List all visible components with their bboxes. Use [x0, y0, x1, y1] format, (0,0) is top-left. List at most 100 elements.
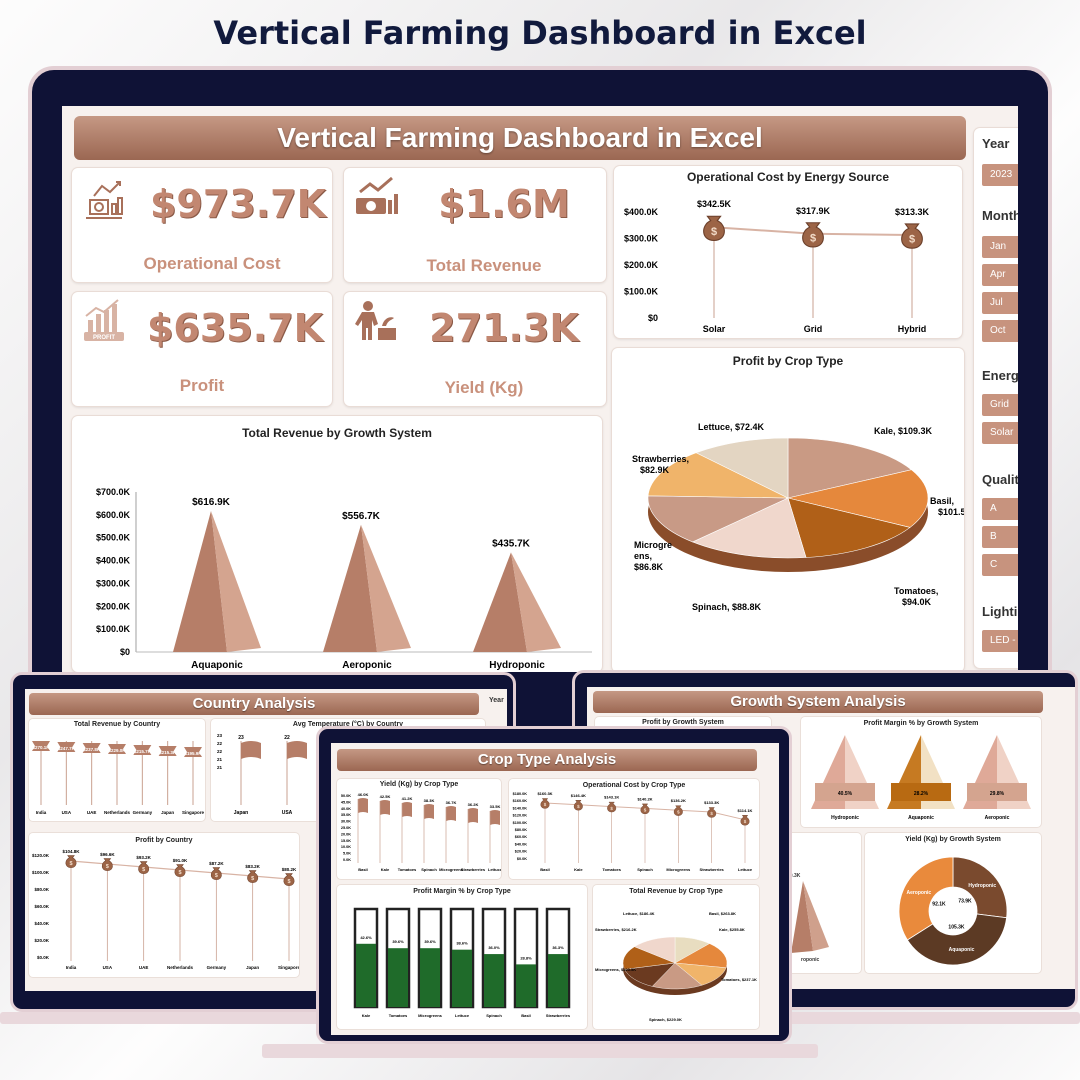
y-tick-label: $200.0K	[96, 601, 131, 611]
x-tick-label: Spinach	[421, 867, 437, 872]
pie-slice-tomatoes	[787, 497, 911, 558]
pyramid-right-face	[211, 510, 261, 652]
y-tick-label: 22	[217, 741, 223, 746]
money-bag-marker: $	[607, 801, 617, 813]
x-tick-label: Aquaponic	[908, 815, 934, 821]
y-tick-label: $80.0K	[515, 828, 528, 832]
slicer-title-lighting: Lighting	[982, 604, 1018, 619]
y-tick-label: 15.0K	[341, 839, 351, 843]
data-label: $133.3K	[704, 800, 719, 805]
crop-margin-chart: Profit Margin % by Crop Type 42.6% Kale 39…	[337, 885, 587, 1029]
svg-text:$: $	[251, 876, 254, 882]
x-tick-label: Hydroponic	[489, 660, 545, 671]
kpi-card-yield: 271.3K Yield (Kg)	[344, 292, 606, 406]
pyramid-left-face	[473, 552, 527, 652]
slicer-quality-c[interactable]: C	[982, 554, 1018, 576]
data-label: 28.2%	[914, 791, 929, 797]
slicer-month-apr[interactable]: Apr	[982, 264, 1018, 286]
farmer-icon	[355, 301, 396, 340]
slicer-year-2023[interactable]: 2023	[982, 164, 1018, 186]
svg-text:$: $	[142, 867, 145, 873]
chart-title: Operational Cost by Energy Source	[686, 170, 890, 184]
y-tick-label: $100.0K	[624, 287, 659, 297]
slicer-energy-grid[interactable]: Grid	[982, 394, 1018, 416]
slicer-quality-a[interactable]: A	[982, 498, 1018, 520]
data-label: 42.6%	[360, 935, 372, 940]
donut-value: 92.1K	[932, 901, 946, 907]
slice-label: Microgre	[634, 540, 672, 550]
data-label: 38.3K	[424, 798, 435, 803]
y-tick-label: $60.0K	[515, 835, 528, 839]
x-tick-label: USA	[103, 965, 113, 970]
money-bag-marker: $	[101, 858, 113, 871]
donut-label: Aquaponic	[949, 947, 975, 953]
slicer-month-jan[interactable]: Jan	[982, 236, 1018, 258]
crop-cost-chart: Operational Cost by Crop Type $180.0K $16…	[509, 779, 759, 879]
y-tick-label: $700.0K	[96, 487, 131, 497]
data-label: $160.3K	[537, 791, 552, 796]
data-label: $556.7K	[342, 511, 381, 522]
x-tick-label: UAE	[87, 810, 97, 815]
y-tick-label: $120.0K	[32, 853, 50, 858]
slicer-energy-solar[interactable]: Solar	[982, 422, 1018, 444]
svg-text:$: $	[106, 864, 109, 870]
y-tick-label: $0	[648, 313, 658, 323]
y-tick-label: 22	[217, 749, 223, 754]
y-tick-label: 40.0K	[341, 807, 351, 811]
cylinder-fill	[356, 943, 376, 1007]
y-tick-label: 23	[217, 733, 223, 738]
cylinder-fill	[452, 949, 472, 1007]
pyramid-right-face	[511, 552, 561, 652]
x-tick-label: Basil	[358, 867, 368, 872]
kpi-card-operational-cost: $973.7K Operational Cost	[72, 168, 332, 282]
slicer-quality-b[interactable]: B	[982, 526, 1018, 548]
slicer-month-oct[interactable]: Oct	[982, 320, 1018, 342]
x-tick-label: Tomatoes	[389, 1013, 408, 1018]
data-label: $229.0K	[108, 748, 126, 753]
data-label: $136.2K	[671, 798, 686, 803]
y-tick-label: $500.0K	[96, 533, 131, 543]
flag-marker	[446, 806, 456, 821]
flag-marker	[468, 808, 478, 823]
y-tick-label: $0	[120, 647, 130, 657]
y-tick-label: $0.0K	[517, 857, 527, 861]
y-tick-label: 5.0K	[343, 852, 351, 856]
pie-slice	[634, 936, 676, 964]
money-bag-marker: $	[707, 807, 717, 818]
donut-segment	[898, 856, 954, 941]
svg-text:$: $	[610, 806, 613, 811]
x-tick-label: Singapore	[278, 965, 299, 970]
y-tick-label: 0.0K	[343, 858, 351, 862]
money-bag-marker: $	[247, 870, 259, 883]
slicer-lighting-led[interactable]: LED - F	[982, 630, 1018, 652]
chart-profit-by-crop-type: Profit by Crop Type Kale, $109.3K Basil, $…	[612, 348, 964, 672]
money-bag-marker: $	[65, 855, 77, 868]
country-slicer-year: Year	[489, 697, 504, 704]
data-label: $616.9K	[192, 497, 231, 508]
y-tick-label: 21	[217, 765, 223, 770]
country-profit-chart: Profit by Country $120.0K $100.0K $80.0K $6…	[29, 833, 299, 977]
data-label: $104.8K	[62, 849, 80, 854]
y-tick-label: 20.0K	[341, 832, 351, 836]
y-tick-label: $160.0K	[513, 799, 528, 803]
pie-slice-spinach	[691, 497, 807, 559]
x-tick-label: Japan	[246, 965, 259, 970]
flag-marker	[108, 744, 126, 754]
growth-donut-svg: Hydroponic 73.9K Aquaponic 105.3K Aeroponic9…	[898, 856, 1008, 966]
flag-marker	[424, 804, 434, 819]
chart-total-revenue-by-growth-system: Total Revenue by Growth System $700.0K $6…	[72, 416, 602, 672]
data-label: $140.2K	[637, 796, 652, 801]
slice-label: $82.9K	[640, 465, 670, 475]
x-tick-label: Microgreens	[439, 867, 464, 872]
pyramid-right-face	[361, 524, 411, 652]
x-tick-label: Tomatoes	[602, 867, 621, 872]
flag-marker	[287, 741, 307, 759]
crop-banner: Crop Type Analysis	[337, 749, 757, 771]
y-tick-label: 25.0K	[341, 826, 351, 830]
flag-marker	[57, 742, 76, 752]
x-tick-label: Lettuce	[455, 1013, 470, 1018]
growth-partial-pyramid: 59.3K roponic	[783, 833, 861, 973]
data-label: 22	[284, 735, 290, 741]
chart-title: Total Revenue by Growth System	[242, 426, 432, 440]
slicer-month-jul[interactable]: Jul	[982, 292, 1018, 314]
